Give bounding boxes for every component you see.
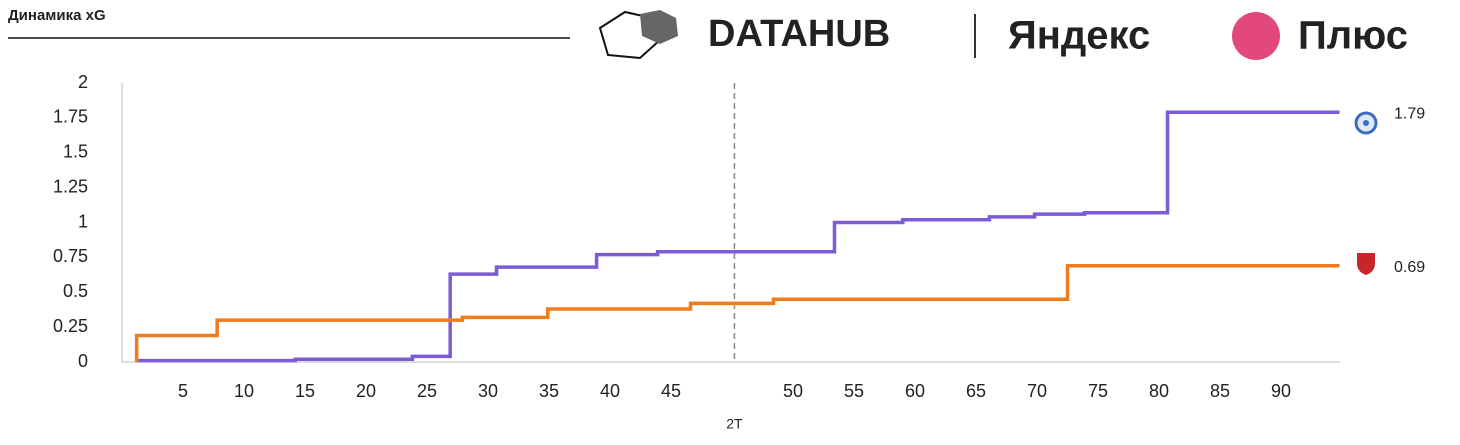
y-tick-label: 0.5	[63, 281, 88, 301]
x-tick-label: 70	[1027, 381, 1047, 401]
x-tick-label: 15	[295, 381, 315, 401]
x-tick-label: 10	[234, 381, 254, 401]
x-tick-label: 45	[661, 381, 681, 401]
x-tick-label: 65	[966, 381, 986, 401]
team-icon-2	[1357, 253, 1375, 275]
halftime-label: 2T	[726, 416, 743, 432]
y-tick-label: 2	[78, 72, 88, 92]
y-tick-label: 0	[78, 351, 88, 371]
y-tick-label: 0.25	[53, 316, 88, 336]
yandex-logo: Яндекс	[1008, 14, 1150, 58]
x-tick-label: 80	[1149, 381, 1169, 401]
x-tick-label: 40	[600, 381, 620, 401]
x-tick-label: 90	[1271, 381, 1291, 401]
plus-icon	[1232, 12, 1280, 60]
datahub-icon	[598, 10, 678, 60]
x-tick-label: 35	[539, 381, 559, 401]
x-tick-label: 20	[356, 381, 376, 401]
xg-line	[134, 263, 1340, 362]
x-tick-label: 75	[1088, 381, 1108, 401]
x-tick-label: 60	[905, 381, 925, 401]
y-tick-label: 1.25	[53, 176, 88, 196]
x-tick-label: 30	[478, 381, 498, 401]
chart-title: Динамика xG	[8, 7, 106, 24]
x-tick-label: 50	[783, 381, 803, 401]
end-label: 1.79	[1394, 106, 1425, 123]
x-tick-label: 25	[417, 381, 437, 401]
y-tick-label: 0.75	[53, 246, 88, 266]
xg-line	[136, 110, 1340, 363]
y-tick-label: 1.75	[53, 107, 88, 127]
y-tick-label: 1	[78, 211, 88, 231]
x-tick-label: 85	[1210, 381, 1230, 401]
datahub-logo: DATAHUB	[708, 13, 890, 55]
x-tick-label: 5	[178, 381, 188, 401]
x-tick-label: 55	[844, 381, 864, 401]
team-icon-1	[1354, 111, 1378, 135]
end-label: 0.69	[1394, 259, 1425, 276]
y-tick-label: 1.5	[63, 142, 88, 162]
plus-logo: Плюс	[1298, 14, 1408, 58]
